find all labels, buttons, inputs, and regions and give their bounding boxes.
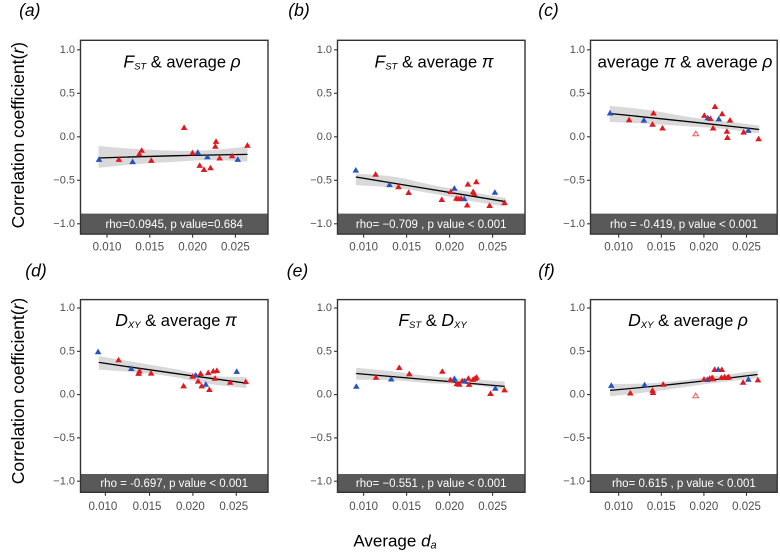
svg-text:1.0: 1.0 <box>317 44 332 56</box>
svg-text:0.015: 0.015 <box>135 242 164 254</box>
svg-text:−0.5: −0.5 <box>563 432 585 444</box>
svg-text:0.010: 0.010 <box>604 242 633 254</box>
svg-text:−0.5: −0.5 <box>310 432 332 444</box>
svg-text:0.020: 0.020 <box>435 242 464 254</box>
svg-text:−0.5: −0.5 <box>53 432 75 444</box>
svg-text:0.025: 0.025 <box>732 501 761 513</box>
svg-text:0.010: 0.010 <box>604 501 633 513</box>
svg-text:0.0: 0.0 <box>570 389 585 401</box>
svg-text:rho= −0.551 , p value < 0.001: rho= −0.551 , p value < 0.001 <box>356 478 507 490</box>
svg-text:0.025: 0.025 <box>219 501 248 513</box>
svg-text:0.5: 0.5 <box>317 87 332 99</box>
svg-text:(a): (a) <box>19 0 40 20</box>
svg-text:0.015: 0.015 <box>392 242 421 254</box>
svg-text:0.025: 0.025 <box>732 242 761 254</box>
svg-text:0.010: 0.010 <box>349 501 378 513</box>
svg-text:1.0: 1.0 <box>60 44 75 56</box>
svg-text:(b): (b) <box>288 0 309 20</box>
svg-text:0.0: 0.0 <box>570 131 585 143</box>
svg-text:FST & average ρ: FST & average ρ <box>123 52 240 73</box>
svg-text:0.020: 0.020 <box>176 501 205 513</box>
svg-text:0.015: 0.015 <box>647 242 676 254</box>
svg-text:−0.5: −0.5 <box>53 174 75 186</box>
svg-text:0.020: 0.020 <box>690 501 719 513</box>
svg-text:0.015: 0.015 <box>392 501 421 513</box>
svg-text:−1.0: −1.0 <box>53 218 75 230</box>
svg-text:−0.5: −0.5 <box>563 174 585 186</box>
svg-text:(c): (c) <box>538 0 558 20</box>
svg-text:rho=0.0945, p value=0.684: rho=0.0945, p value=0.684 <box>105 219 243 231</box>
svg-text:−1.0: −1.0 <box>53 475 75 487</box>
svg-text:0.020: 0.020 <box>178 242 207 254</box>
svg-text:Correlation coefficient(r): Correlation coefficient(r) <box>8 42 28 228</box>
svg-text:1.0: 1.0 <box>317 302 332 314</box>
svg-text:0.020: 0.020 <box>435 501 464 513</box>
svg-text:−1.0: −1.0 <box>310 218 332 230</box>
svg-text:−1.0: −1.0 <box>563 218 585 230</box>
svg-text:0.015: 0.015 <box>647 501 676 513</box>
svg-text:rho= 0.615 , p value < 0.001: rho= 0.615 , p value < 0.001 <box>612 478 756 490</box>
svg-text:0.010: 0.010 <box>89 501 118 513</box>
svg-text:(d): (d) <box>25 260 46 280</box>
svg-text:rho = -0.697, p value < 0.001: rho = -0.697, p value < 0.001 <box>100 478 248 490</box>
svg-text:0.0: 0.0 <box>317 131 332 143</box>
svg-text:1.0: 1.0 <box>570 44 585 56</box>
svg-text:FST & average π: FST & average π <box>375 52 494 73</box>
svg-text:1.0: 1.0 <box>570 302 585 314</box>
svg-text:Correlation coefficient(r): Correlation coefficient(r) <box>8 298 28 484</box>
svg-text:0.5: 0.5 <box>60 345 75 357</box>
svg-text:0.0: 0.0 <box>60 131 75 143</box>
svg-text:(f): (f) <box>538 260 555 280</box>
svg-text:0.5: 0.5 <box>570 87 585 99</box>
svg-text:(e): (e) <box>287 260 308 280</box>
svg-text:0.015: 0.015 <box>133 501 162 513</box>
svg-text:1.0: 1.0 <box>60 302 75 314</box>
svg-text:0.025: 0.025 <box>221 242 250 254</box>
svg-text:rho = -0.419, p value < 0.001: rho = -0.419, p value < 0.001 <box>610 219 758 231</box>
svg-text:0.025: 0.025 <box>478 501 507 513</box>
svg-text:−1.0: −1.0 <box>563 475 585 487</box>
svg-text:rho= −0.709 , p value < 0.001: rho= −0.709 , p value < 0.001 <box>356 219 507 231</box>
svg-text:0.020: 0.020 <box>690 242 719 254</box>
svg-text:Average da: Average da <box>353 532 436 552</box>
svg-text:0.5: 0.5 <box>60 87 75 99</box>
svg-text:DXY & average π: DXY & average π <box>115 310 237 331</box>
svg-text:0.025: 0.025 <box>478 242 507 254</box>
svg-text:−0.5: −0.5 <box>310 174 332 186</box>
svg-text:0.0: 0.0 <box>60 389 75 401</box>
svg-text:average π & average ρ: average π & average ρ <box>598 52 773 72</box>
svg-text:0.5: 0.5 <box>570 345 585 357</box>
svg-text:−1.0: −1.0 <box>310 475 332 487</box>
svg-text:0.010: 0.010 <box>93 242 122 254</box>
svg-text:0.0: 0.0 <box>317 389 332 401</box>
svg-text:DXY & average ρ: DXY & average ρ <box>628 310 748 331</box>
svg-text:0.5: 0.5 <box>317 345 332 357</box>
svg-text:0.010: 0.010 <box>349 242 378 254</box>
svg-text:FST & DXY: FST & DXY <box>398 310 467 331</box>
